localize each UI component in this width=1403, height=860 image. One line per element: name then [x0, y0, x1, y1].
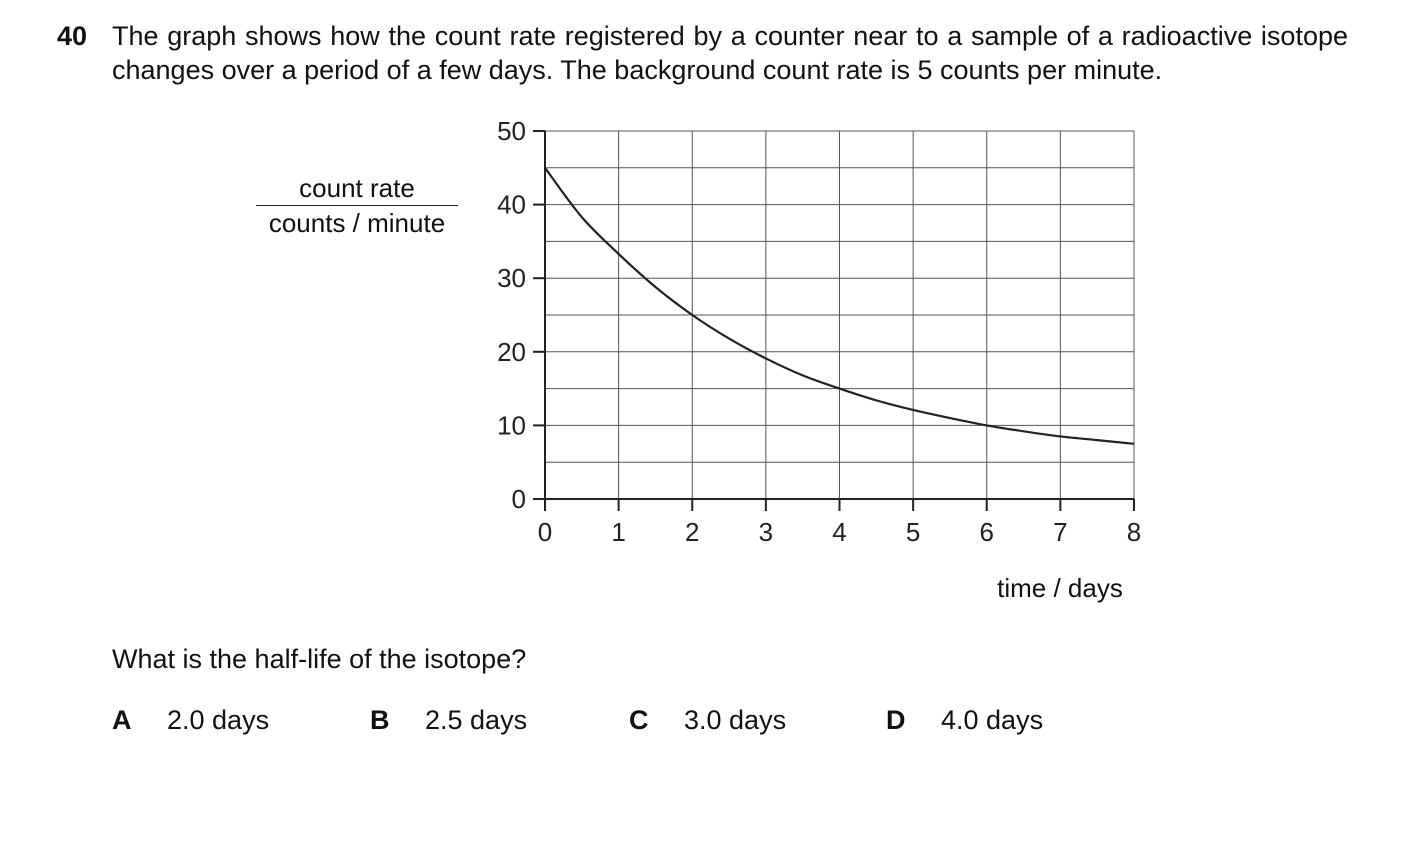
x-tick-label-6: 6 [980, 517, 994, 547]
option-b-text: 2.5 days [425, 705, 528, 735]
x-tick-label-8: 8 [1127, 517, 1141, 547]
y-tick-label-0: 0 [512, 484, 526, 514]
x-tick-label-0: 0 [538, 517, 552, 547]
question-text: The graph shows how the count rate regis… [112, 21, 1348, 85]
count-rate-chart: 0 10 20 30 40 50 0 1 2 3 4 5 6 7 8 [497, 116, 1141, 547]
option-c-letter: C [629, 705, 649, 735]
y-tick-label-40: 40 [497, 190, 526, 220]
option-a-letter: A [112, 705, 132, 735]
y-tick-label-20: 20 [497, 337, 526, 367]
option-b-letter: B [370, 705, 390, 735]
x-tick-label-2: 2 [685, 517, 699, 547]
x-tick-label-3: 3 [759, 517, 773, 547]
chart-series [544, 167, 1135, 445]
option-c-text: 3.0 days [684, 705, 787, 735]
chart-ticks: 0 10 20 30 40 50 0 1 2 3 4 5 6 7 8 [497, 116, 1141, 547]
y-axis-label-unit: counts / minute [268, 208, 446, 238]
y-tick-label-50: 50 [497, 116, 526, 146]
x-axis-label: time / days [997, 573, 1123, 603]
y-axis-label-quantity: count rate [256, 172, 458, 206]
x-tick-label-5: 5 [906, 517, 920, 547]
y-tick-label-30: 30 [497, 263, 526, 293]
chart-grid [545, 130, 1135, 499]
question-number: 40 [57, 21, 88, 51]
option-a-text: 2.0 days [167, 705, 270, 735]
y-axis-label: count rate counts / minute [256, 172, 458, 239]
x-tick-label-4: 4 [832, 517, 846, 547]
y-tick-label-10: 10 [497, 410, 526, 440]
question-prompt: What is the half-life of the isotope? [112, 644, 527, 674]
x-tick-label-7: 7 [1053, 517, 1067, 547]
decay-curve-0 [544, 167, 1135, 445]
option-d-letter: D [886, 705, 906, 735]
x-tick-label-1: 1 [611, 517, 625, 547]
option-d-text: 4.0 days [941, 705, 1044, 735]
